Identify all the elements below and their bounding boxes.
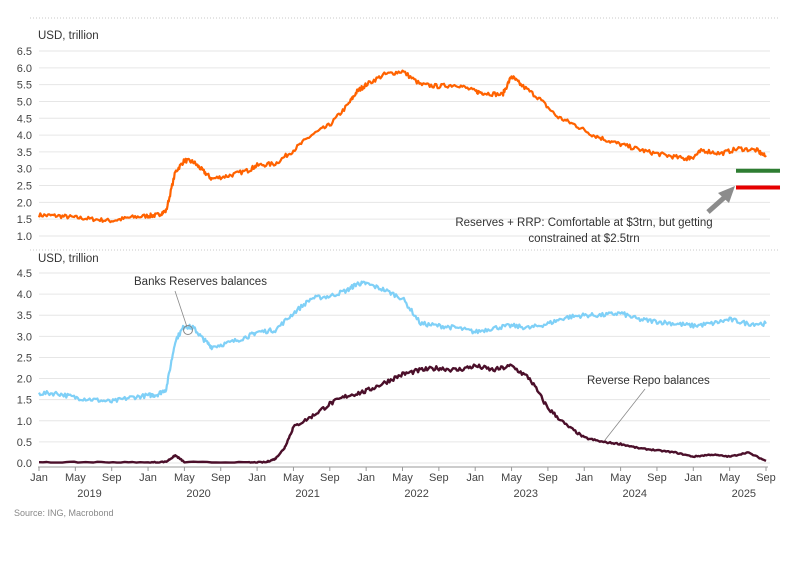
reserves-annotation: Banks Reserves balances — [134, 276, 267, 288]
reverse-repo-annotation: Reverse Repo balances — [587, 375, 710, 387]
source-note: Source: ING, Macrobond — [14, 508, 114, 518]
x-tick-label: May — [392, 472, 413, 484]
top-y-tick-label: 4.5 — [17, 113, 32, 125]
top-y-tick-label: 5.0 — [17, 96, 32, 108]
x-tick-label: Sep — [102, 472, 122, 484]
bottom-y-tick-label: 3.0 — [17, 331, 32, 343]
x-tick-label: Jan — [357, 472, 375, 484]
x-tick-label: Sep — [211, 472, 231, 484]
top-y-tick-label: 3.5 — [17, 147, 32, 159]
x-tick-label: May — [174, 472, 195, 484]
top-y-tick-label: 1.0 — [17, 231, 32, 243]
threshold-annotation-line-1: Reserves + RRP: Comfortable at $3trn, bu… — [455, 217, 712, 229]
x-tick-label: Jan — [139, 472, 157, 484]
x-tick-labels: Jan May Sep Jan May Sep Jan May Sep Jan May Sep Jan M… — [30, 467, 776, 484]
x-year-label: 2025 — [732, 488, 756, 500]
top-gridlines — [39, 50, 770, 237]
threshold-annotation-line-2: constrained at $2.5trn — [528, 233, 639, 245]
bottom-y-tick-label: 0.0 — [17, 458, 32, 470]
x-year-label: 2019 — [77, 488, 101, 500]
bottom-y-tick-label: 1.5 — [17, 395, 32, 407]
top-series-0-line — [37, 69, 767, 224]
bottom-y-tick-label: 4.0 — [17, 289, 32, 301]
reverse-repo-balances-line — [38, 363, 767, 464]
x-tick-label: May — [65, 472, 86, 484]
x-year-label: 2020 — [186, 488, 210, 500]
top-y-tick-labels: 1.0 1.5 2.0 2.5 3.0 3.5 4.0 4.5 5.0 5.5 6.0 6.5 — [17, 46, 32, 243]
top-series — [37, 69, 767, 224]
reverse-repo-leader-line — [604, 388, 646, 441]
x-year-label: 2023 — [513, 488, 537, 500]
reserves-marker-circle — [183, 325, 193, 335]
top-y-unit-label: USD, trillion — [38, 30, 99, 42]
bottom-y-tick-labels: 0.0 0.5 1.0 1.5 2.0 2.5 3.0 3.5 4.0 4.5 — [17, 268, 32, 470]
x-tick-label: Sep — [538, 472, 558, 484]
x-tick-label: Jan — [466, 472, 484, 484]
bottom-y-tick-label: 2.0 — [17, 374, 32, 386]
bottom-gridlines — [39, 272, 770, 464]
x-tick-label: May — [283, 472, 304, 484]
x-tick-label: May — [719, 472, 740, 484]
top-y-tick-label: 2.5 — [17, 181, 32, 193]
x-year-label: 2024 — [623, 488, 647, 500]
x-tick-label: May — [610, 472, 631, 484]
top-y-tick-label: 5.5 — [17, 80, 32, 92]
x-tick-label: Sep — [429, 472, 449, 484]
bottom-series — [38, 280, 767, 464]
threshold-lines — [736, 168, 780, 190]
top-y-tick-label: 4.0 — [17, 130, 32, 142]
x-tick-label: Jan — [684, 472, 702, 484]
x-year-label: 2021 — [295, 488, 319, 500]
x-year-labels: 2019 2020 2021 2022 2023 2024 2025 — [77, 488, 756, 500]
x-tick-label: Sep — [756, 472, 776, 484]
banks-reserves-balances-line — [38, 280, 767, 404]
top-y-tick-label: 3.0 — [17, 164, 32, 176]
bottom-y-unit-label: USD, trillion — [38, 253, 99, 265]
x-tick-label: Jan — [30, 472, 48, 484]
top-y-tick-label: 2.0 — [17, 197, 32, 209]
bottom-y-tick-label: 2.5 — [17, 352, 32, 364]
top-panel: USD, trillion 1.0 1.5 2.0 2.5 3.0 3.5 4.0 4.5 5.… — [17, 30, 780, 245]
top-y-tick-label: 1.5 — [17, 214, 32, 226]
x-tick-label: May — [501, 472, 522, 484]
bottom-y-tick-label: 3.5 — [17, 310, 32, 322]
x-year-label: 2022 — [404, 488, 428, 500]
x-tick-label: Sep — [647, 472, 667, 484]
x-tick-label: Sep — [320, 472, 340, 484]
bottom-y-tick-label: 1.0 — [17, 416, 32, 428]
arrow-icon — [706, 186, 735, 214]
reserves-leader-line — [174, 290, 188, 328]
top-y-tick-label: 6.5 — [17, 46, 32, 58]
bottom-y-tick-label: 4.5 — [17, 268, 32, 280]
bottom-y-tick-label: 0.5 — [17, 437, 32, 449]
x-tick-label: Jan — [248, 472, 266, 484]
x-tick-label: Jan — [575, 472, 593, 484]
bottom-panel: USD, trillion 0.0 0.5 1.0 1.5 2.0 2.5 3.0 3.5 4.… — [17, 253, 776, 500]
top-y-tick-label: 6.0 — [17, 63, 32, 75]
